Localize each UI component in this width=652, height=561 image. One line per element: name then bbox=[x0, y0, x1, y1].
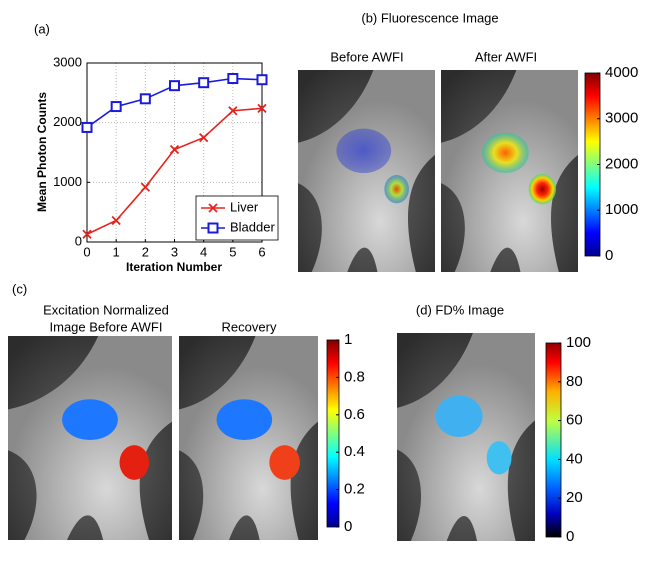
colorbar-tick-label: 80 bbox=[566, 373, 583, 390]
mouse-image bbox=[179, 336, 318, 540]
y-axis-label: Mean Photon Counts bbox=[35, 92, 49, 212]
marker bbox=[140, 182, 150, 192]
marker bbox=[139, 93, 151, 105]
mouse-image bbox=[8, 336, 172, 540]
y-tick-label: 0 bbox=[75, 233, 82, 248]
organ-signal bbox=[486, 441, 512, 475]
marker-shape bbox=[140, 182, 150, 192]
marker bbox=[82, 229, 92, 239]
colorbar bbox=[545, 342, 562, 538]
x-tick-label: 6 bbox=[258, 244, 265, 259]
colorbar-tick-label: 2000 bbox=[605, 155, 638, 172]
marker-shape bbox=[169, 144, 180, 155]
panel-label: (a) bbox=[34, 21, 50, 36]
colorbar-tick-label: 60 bbox=[566, 412, 583, 429]
y-tick-label: 1000 bbox=[53, 174, 82, 189]
organ-signal bbox=[216, 399, 273, 441]
marker bbox=[199, 132, 209, 143]
organ-signal bbox=[269, 445, 300, 480]
x-tick-label: 5 bbox=[229, 244, 236, 259]
colorbar-tick-label: 3000 bbox=[605, 110, 638, 127]
marker bbox=[169, 144, 180, 155]
panel-label: (d) FD% Image bbox=[416, 302, 504, 317]
panel-label: (b) Fluorescence Image bbox=[361, 10, 498, 25]
colorbar-tick-label: 100 bbox=[566, 334, 591, 351]
marker bbox=[207, 222, 219, 234]
marker-shape bbox=[111, 215, 121, 226]
x-axis-label: Iteration Number bbox=[126, 260, 222, 274]
marker-shape bbox=[257, 103, 267, 113]
organ-signal bbox=[384, 175, 409, 204]
marker bbox=[111, 215, 121, 226]
image-title: Before AWFI bbox=[330, 49, 403, 64]
marker bbox=[257, 103, 267, 113]
marker bbox=[227, 73, 239, 85]
plot-frame bbox=[86, 62, 263, 243]
marker bbox=[208, 203, 218, 213]
mouse-image bbox=[298, 70, 435, 272]
image-title: Recovery bbox=[222, 319, 277, 334]
marker bbox=[81, 121, 93, 133]
colorbar-tick-label: 1000 bbox=[605, 201, 638, 218]
mouse-body bbox=[397, 333, 535, 541]
marker bbox=[228, 106, 238, 116]
marker-shape bbox=[199, 132, 209, 143]
colorbar-tick-label: 0.8 bbox=[344, 368, 365, 385]
colorbar-tick-label: 0 bbox=[605, 247, 613, 264]
organ-signal bbox=[482, 132, 529, 174]
legend-label: Liver bbox=[230, 199, 259, 214]
image-title: Image Before AWFI bbox=[50, 319, 163, 334]
x-tick-label: 4 bbox=[200, 244, 207, 259]
image-title: Excitation Normalized bbox=[43, 302, 169, 317]
organ-signal bbox=[119, 445, 150, 480]
mouse-image bbox=[397, 333, 535, 541]
colorbar-tick-label: 0 bbox=[344, 518, 352, 535]
marker-shape bbox=[208, 203, 218, 213]
mouse-image bbox=[441, 70, 578, 272]
colorbar-tick-label: 0 bbox=[566, 528, 574, 545]
organ-signal bbox=[62, 399, 118, 441]
y-tick-label: 3000 bbox=[53, 54, 82, 69]
colorbar-tick-label: 0.2 bbox=[344, 481, 365, 498]
colorbar-tick-label: 0.4 bbox=[344, 443, 365, 460]
image-title: After AWFI bbox=[475, 49, 537, 64]
colorbar-tick-label: 20 bbox=[566, 489, 583, 506]
organ-signal bbox=[528, 174, 557, 205]
panel-label: (c) bbox=[12, 281, 27, 296]
marker-shape bbox=[228, 106, 238, 116]
x-tick-label: 0 bbox=[83, 244, 90, 259]
legend: Liver Bladder bbox=[195, 195, 279, 241]
colorbar-tick-label: 4000 bbox=[605, 64, 638, 81]
colorbar-tick-label: 1 bbox=[344, 331, 352, 348]
organ-signal bbox=[336, 128, 392, 174]
marker bbox=[169, 80, 180, 92]
x-tick-label: 2 bbox=[142, 244, 149, 259]
y-tick-label: 2000 bbox=[53, 114, 82, 129]
legend-label: Bladder bbox=[230, 219, 275, 234]
colorbar-tick-label: 40 bbox=[566, 450, 583, 467]
organ-signal bbox=[435, 395, 483, 438]
marker bbox=[110, 101, 122, 113]
x-tick-label: 1 bbox=[113, 244, 120, 259]
colorbar-tick-label: 0.6 bbox=[344, 406, 365, 423]
colorbar bbox=[326, 339, 340, 528]
x-tick-label: 3 bbox=[171, 244, 178, 259]
marker-shape bbox=[82, 229, 92, 239]
marker bbox=[256, 74, 268, 86]
marker bbox=[198, 77, 210, 89]
